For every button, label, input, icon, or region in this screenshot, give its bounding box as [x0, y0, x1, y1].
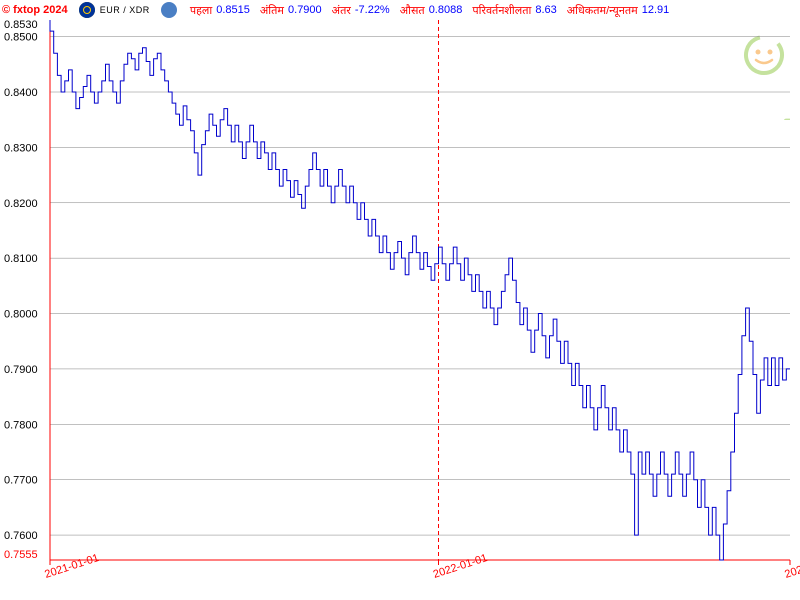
svg-text:0.7800: 0.7800	[4, 419, 38, 431]
svg-text:0.8500: 0.8500	[4, 32, 38, 44]
svg-text:0.8200: 0.8200	[4, 198, 38, 210]
svg-text:0.8530: 0.8530	[4, 19, 38, 31]
svg-text:0.7600: 0.7600	[4, 530, 38, 542]
svg-text:0.8000: 0.8000	[4, 309, 38, 321]
svg-text:0.7700: 0.7700	[4, 475, 38, 487]
chart-plot: 0.7600 0.7700 0.7800 0.7900 0.8000 0.8100 0.82…	[0, 0, 800, 600]
currency-chart: { "chart": { "type": "line", "width": 80…	[0, 0, 800, 600]
svg-text:2021-01-01: 2021-01-01	[43, 552, 100, 581]
svg-text:2022-01-01: 2022-01-01	[432, 552, 489, 581]
svg-text:0.8100: 0.8100	[4, 253, 38, 265]
svg-text:0.7555: 0.7555	[4, 549, 38, 561]
svg-text:0.7900: 0.7900	[4, 364, 38, 376]
svg-text:0.8400: 0.8400	[4, 87, 38, 99]
svg-text:0.8300: 0.8300	[4, 142, 38, 154]
svg-text:2022-11-30: 2022-11-30	[783, 552, 800, 581]
